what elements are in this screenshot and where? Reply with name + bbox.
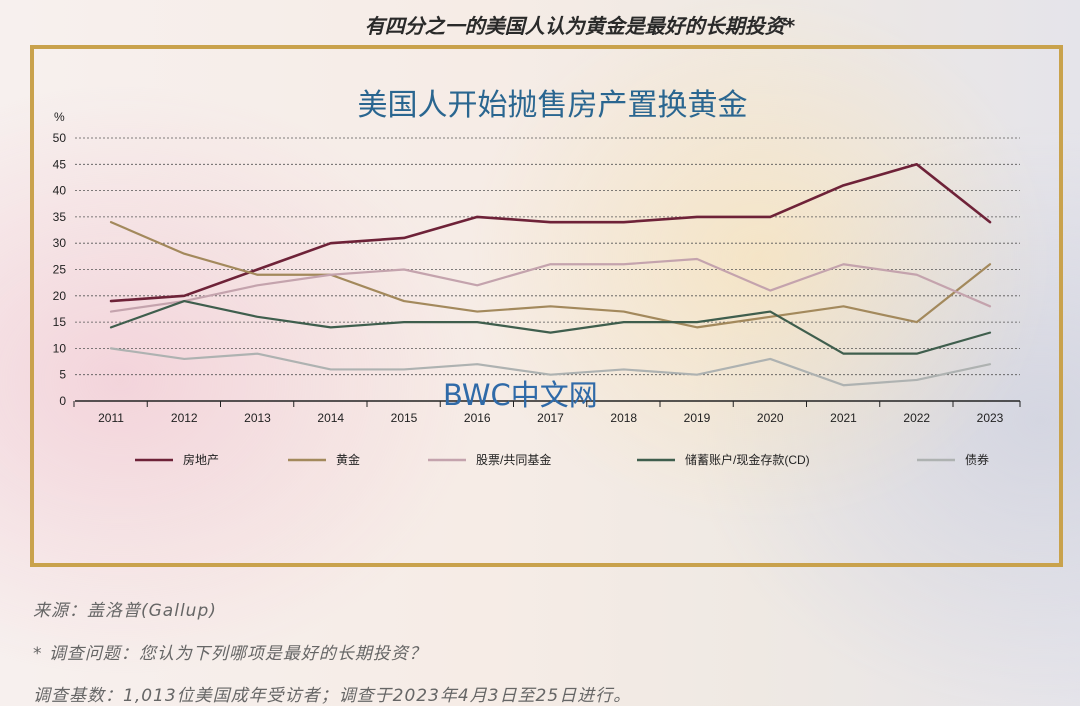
y-tick-label-50: 50: [53, 131, 67, 145]
x-tick-label-2015: 2015: [391, 411, 418, 425]
x-tick-label-2012: 2012: [171, 411, 198, 425]
survey-base-note: 调查基数：1,013位美国成年受访者；调查于2023年4月3日至25日进行。: [33, 686, 632, 706]
grid-lines: [75, 137, 1020, 376]
page-title: 有四分之一的美国人认为黄金是最好的长期投资*: [364, 14, 796, 38]
legend-label-4: 债券: [965, 452, 989, 467]
y-tick-label-25: 25: [53, 263, 67, 277]
x-tick-label-2021: 2021: [830, 411, 857, 425]
y-tick-label-45: 45: [53, 157, 67, 171]
legend-label-0: 房地产: [183, 452, 219, 467]
x-tick-label-2020: 2020: [757, 411, 784, 425]
axes: 0 5 10 15 20 25 30 35 40 45 50% 2011 2012 2013 2014 201…: [53, 110, 1021, 425]
x-tick-label-2022: 2022: [903, 411, 930, 425]
series-line-3: [109, 299, 992, 355]
y-tick-label-35: 35: [53, 210, 67, 224]
x-tick-label-2014: 2014: [317, 411, 344, 425]
y-tick-label-40: 40: [53, 184, 67, 198]
survey-question-note: * 调查问题：您认为下列哪项是最好的长期投资？: [33, 644, 427, 664]
series-line-0: [109, 163, 992, 303]
y-tick-label-5: 5: [59, 368, 66, 382]
x-tick-label-2018: 2018: [610, 411, 637, 425]
chart-frame: [30, 45, 1063, 567]
series-line-2: [109, 257, 992, 313]
y-tick-label-0: 0: [59, 394, 66, 408]
source-note: 来源：盖洛普(Gallup): [33, 601, 217, 621]
y-axis-label: %: [54, 110, 65, 124]
legend-label-2: 股票/共同基金: [476, 452, 551, 467]
legend: 房地产 黄金 股票/共同基金 储蓄账户/现金存款(CD) 债券: [135, 452, 989, 467]
x-tick-label-2019: 2019: [684, 411, 711, 425]
y-tick-label-30: 30: [53, 236, 67, 250]
x-tick-label-2016: 2016: [464, 411, 491, 425]
y-tick-label-15: 15: [53, 315, 67, 329]
x-tick-label-2013: 2013: [244, 411, 271, 425]
x-tick-label-2017: 2017: [537, 411, 564, 425]
legend-label-1: 黄金: [336, 452, 360, 467]
y-tick-label-10: 10: [53, 341, 67, 355]
series-line-4: [109, 347, 992, 387]
chart-title: 美国人开始抛售房产置换黄金: [357, 88, 748, 123]
series-line-1: [109, 221, 992, 329]
legend-label-3: 储蓄账户/现金存款(CD): [685, 452, 810, 467]
watermark: BWC中文网: [443, 378, 598, 412]
x-tick-label-2023: 2023: [977, 411, 1004, 425]
x-tick-label-2011: 2011: [98, 411, 124, 425]
y-tick-label-20: 20: [53, 289, 67, 303]
series-lines: [109, 163, 992, 387]
